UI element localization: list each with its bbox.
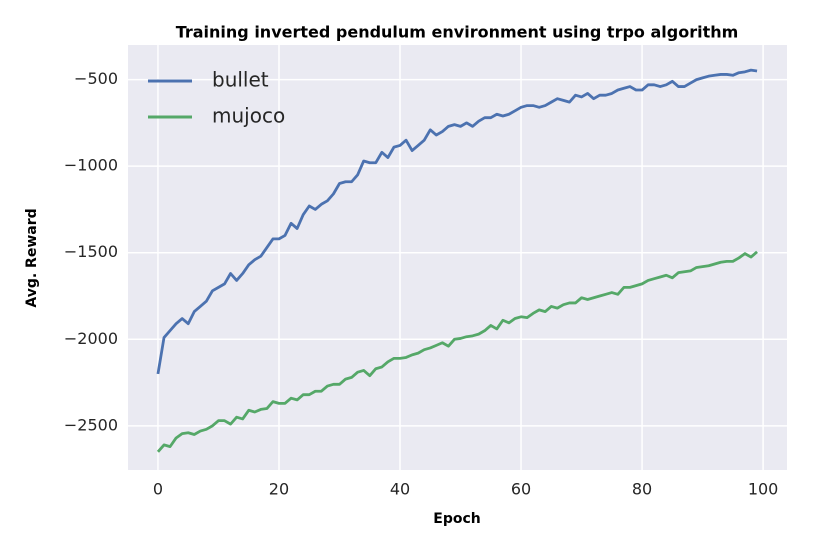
y-axis-label: Avg. Reward: [24, 208, 40, 307]
series-line: [156, 250, 758, 453]
y-tick-label: −500: [74, 69, 118, 88]
plot-area: [128, 45, 787, 470]
x-tick-label: 60: [511, 480, 531, 499]
x-tick-label: 100: [748, 480, 779, 499]
y-tick-label: −2500: [64, 415, 118, 434]
x-tick-label: 0: [153, 480, 163, 499]
legend-label: bullet: [212, 68, 269, 92]
series-line: [156, 68, 758, 375]
y-tick-label: −1000: [64, 156, 118, 175]
x-tick-label: 20: [269, 480, 289, 499]
chart-title: Training inverted pendulum environment u…: [176, 23, 739, 42]
legend-label: mujoco: [212, 104, 285, 128]
x-tick-label: 80: [632, 480, 652, 499]
y-tick-label: −1500: [64, 242, 118, 261]
x-axis-label: Epoch: [433, 511, 480, 527]
y-tick-label: −2000: [64, 329, 118, 348]
x-tick-label: 40: [390, 480, 410, 499]
